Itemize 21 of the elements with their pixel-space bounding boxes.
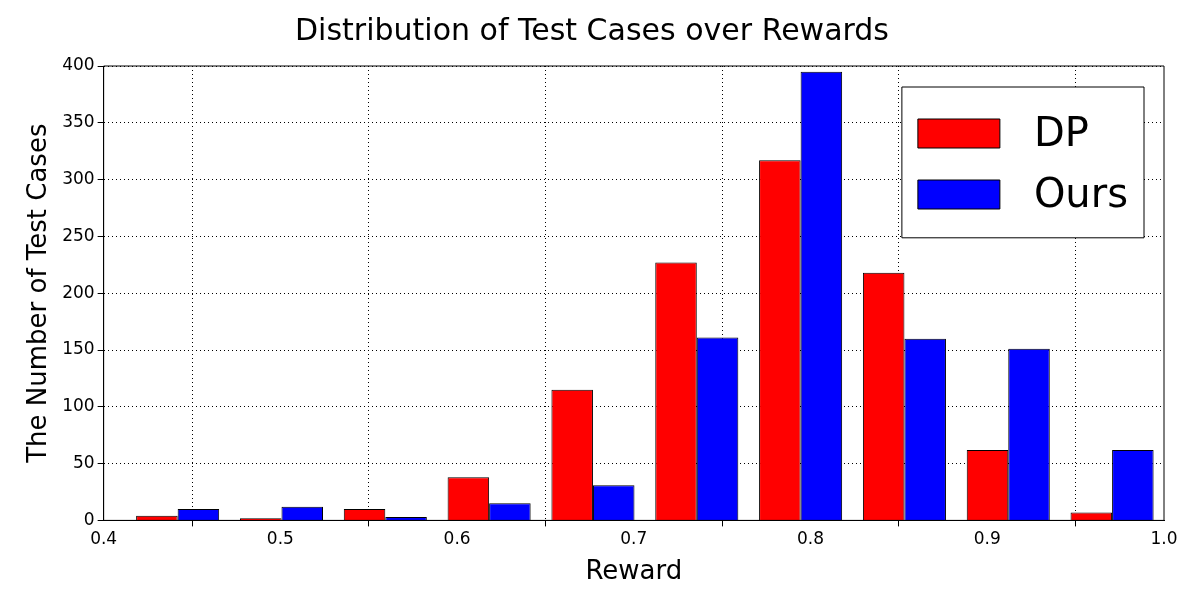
y-tick-label: 400 (62, 54, 95, 75)
legend-label: Ours (1033, 169, 1128, 216)
y-tick-label: 0 (83, 508, 95, 529)
chart-title: Distribution of Test Cases over Rewards (295, 11, 889, 47)
x-tick-label: 1.0 (1150, 528, 1178, 549)
x-tick-label: 0.8 (797, 528, 825, 549)
x-tick-label: 0.5 (266, 528, 294, 549)
x-tick-label: 0.9 (973, 528, 1001, 549)
x-tick-label: 0.6 (443, 528, 471, 549)
x-tick-label: 0.7 (620, 528, 648, 549)
x-axis-title: Reward (585, 555, 683, 586)
y-axis-title: The Number of Test Cases (22, 123, 53, 464)
y-tick-label: 50 (73, 452, 95, 473)
y-tick-label: 350 (62, 111, 95, 132)
legend-label: DP (1033, 108, 1089, 155)
x-tick-label: 0.4 (90, 528, 118, 549)
y-tick-label: 200 (62, 281, 95, 302)
y-tick-label: 150 (62, 338, 95, 359)
y-tick-label: 250 (62, 224, 95, 245)
y-tick-label: 300 (62, 168, 95, 189)
y-tick-label: 100 (62, 395, 95, 416)
